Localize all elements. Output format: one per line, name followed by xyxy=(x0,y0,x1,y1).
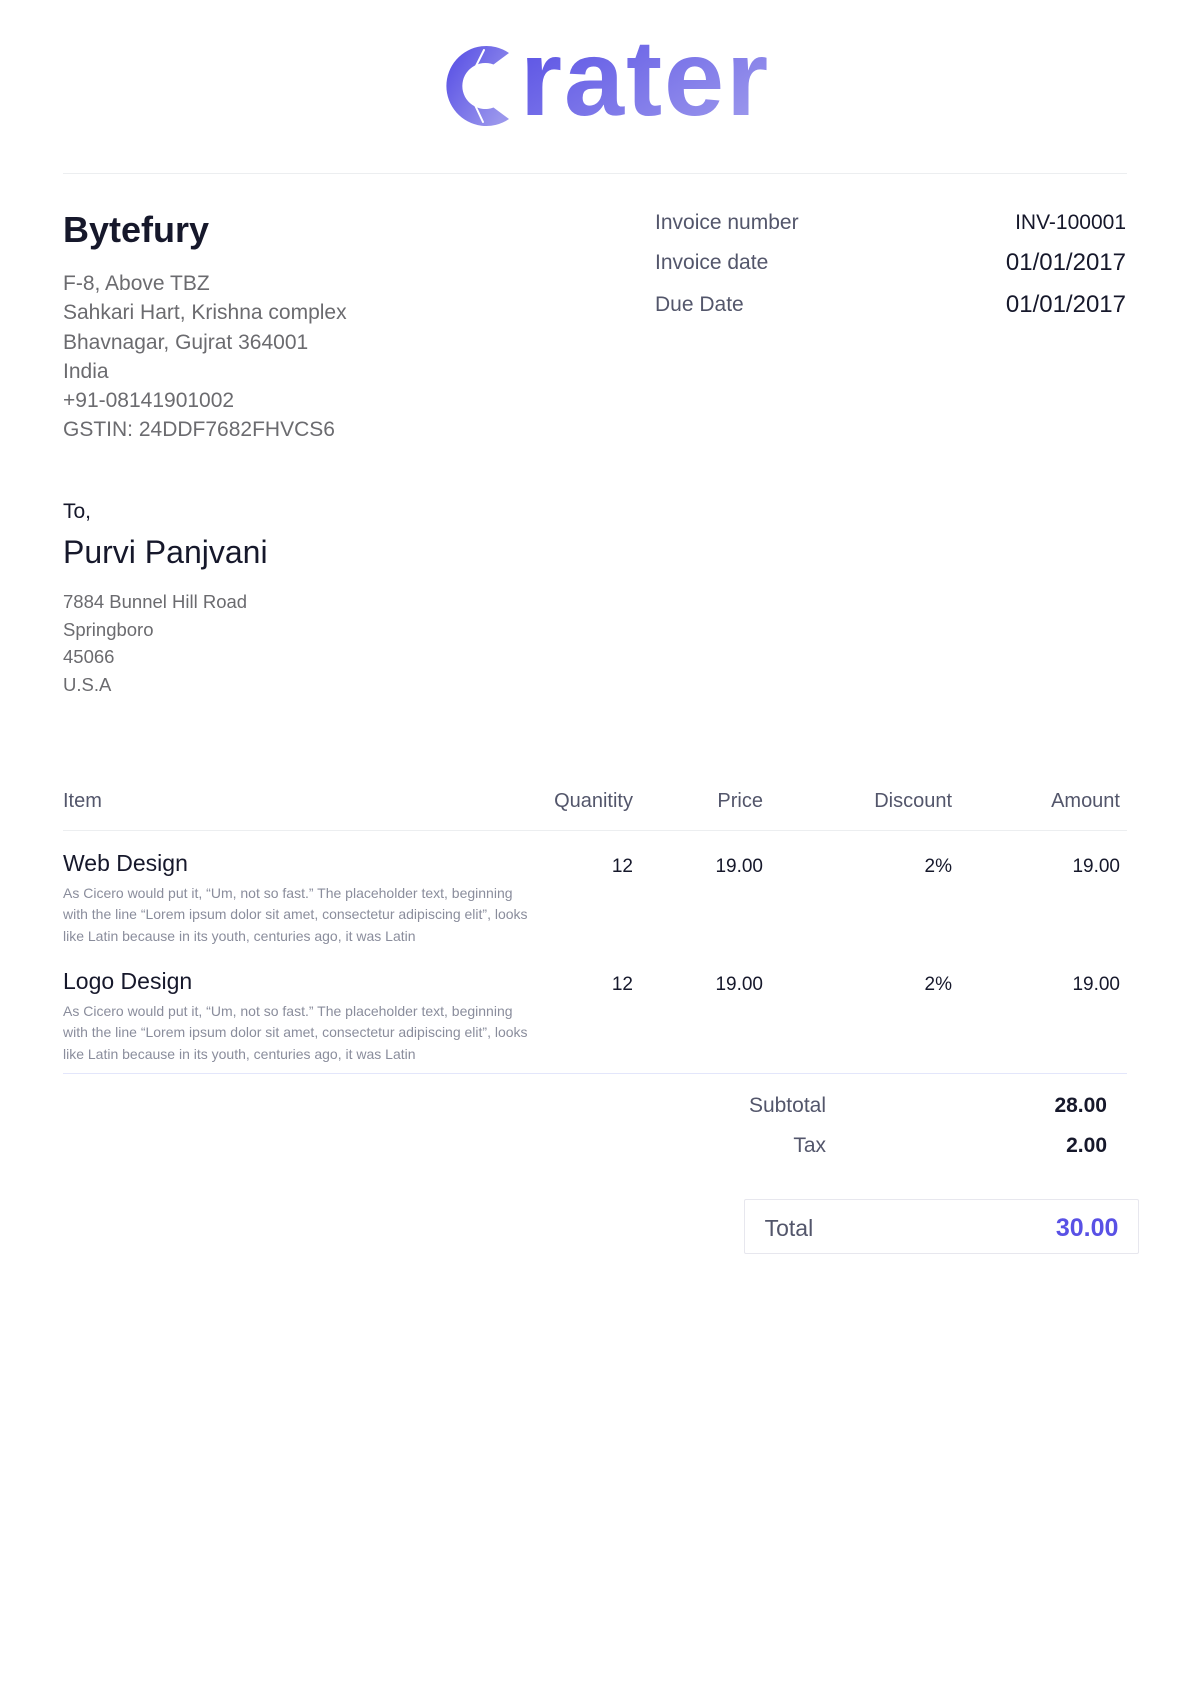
svg-text:rater: rater xyxy=(520,17,770,138)
